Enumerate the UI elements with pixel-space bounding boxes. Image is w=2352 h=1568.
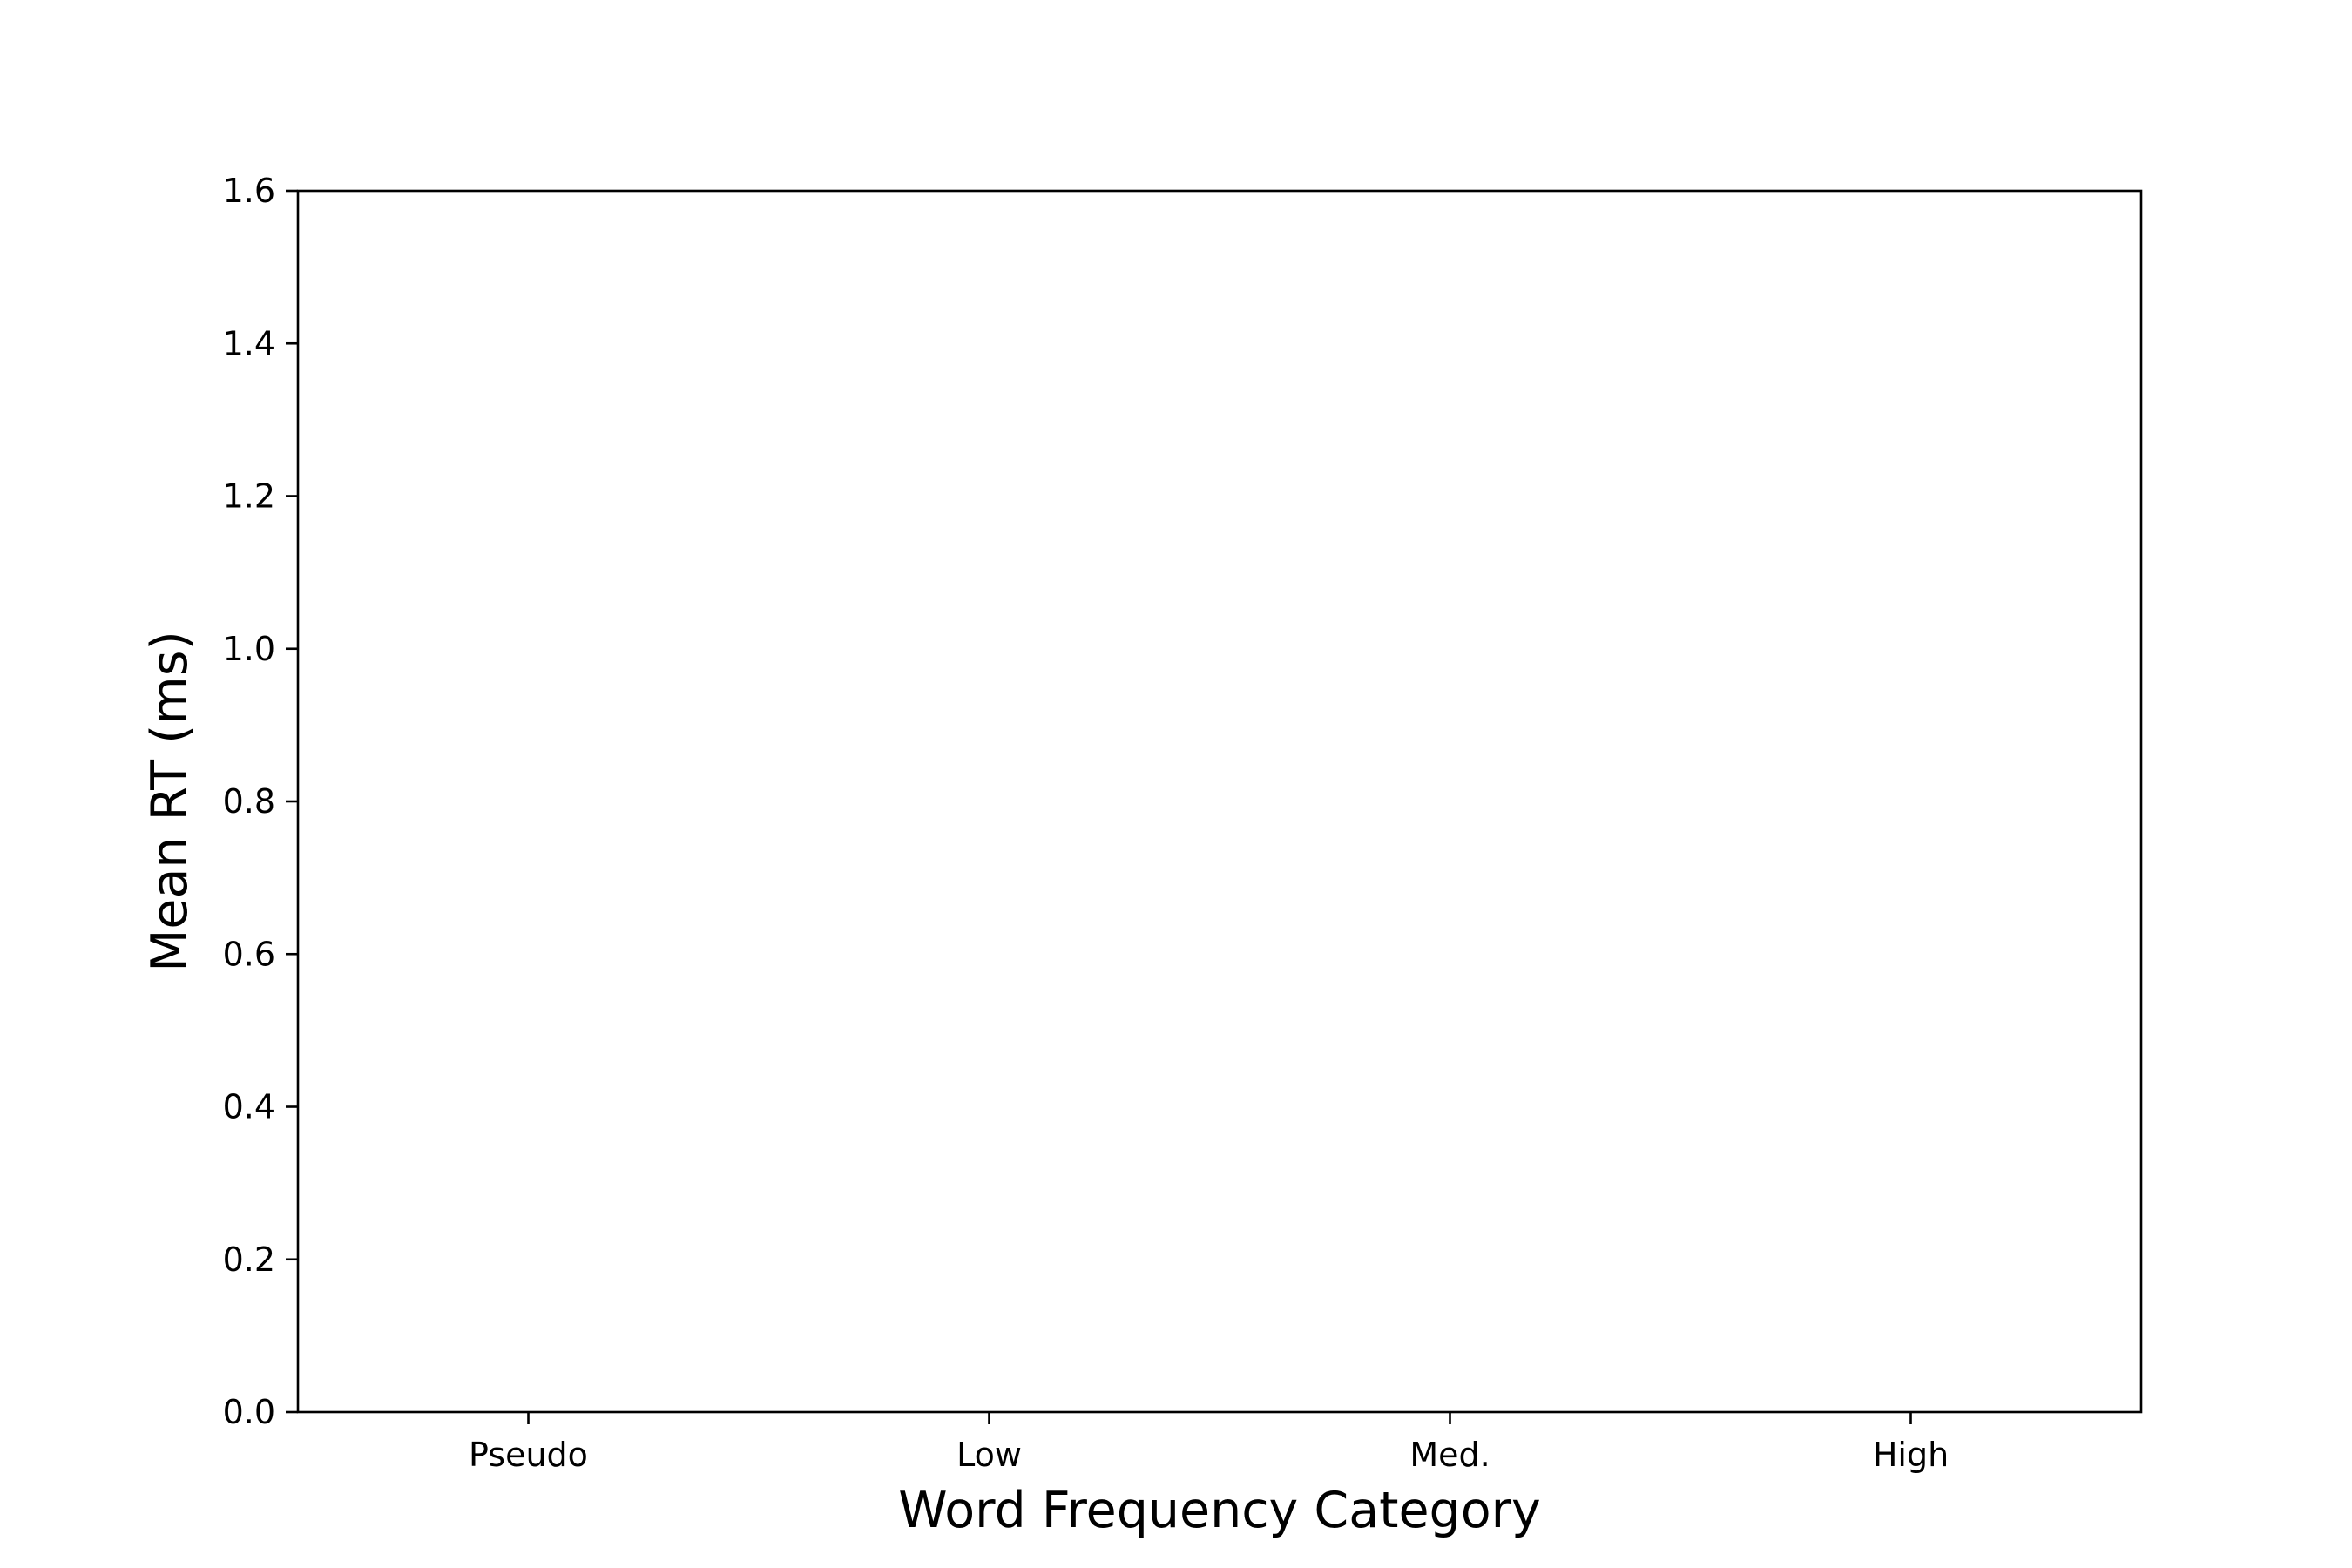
x-tick-label: High [1873, 1436, 1949, 1474]
y-tick-label: 1.0 [223, 630, 275, 668]
plot-area [298, 191, 2141, 1412]
y-tick-label: 0.8 [223, 782, 275, 821]
y-tick-label: 1.4 [223, 324, 275, 362]
y-tick-label: 0.0 [223, 1393, 275, 1431]
axes-background [298, 191, 2141, 1412]
axes-frame [296, 189, 2143, 1414]
y-tick-label: 0.6 [223, 935, 275, 973]
y-axis: 0.0 0.2 0.4 0.6 0.8 1.0 1.2 1.4 1.6 [223, 172, 298, 1431]
y-tick-label: 0.4 [223, 1088, 275, 1126]
y-tick-label: 1.2 [223, 477, 275, 516]
x-axis-label: Word Frequency Category [898, 1482, 1541, 1539]
y-tick-label: 0.2 [223, 1240, 275, 1279]
x-tick-label: Low [956, 1436, 1022, 1474]
y-tick-label: 1.6 [223, 172, 275, 210]
x-tick-label: Med. [1409, 1436, 1490, 1474]
x-axis: Pseudo Low Med. High [469, 1412, 1949, 1474]
x-tick-label: Pseudo [469, 1436, 588, 1474]
y-axis-label: Mean RT (ms) [141, 631, 199, 972]
